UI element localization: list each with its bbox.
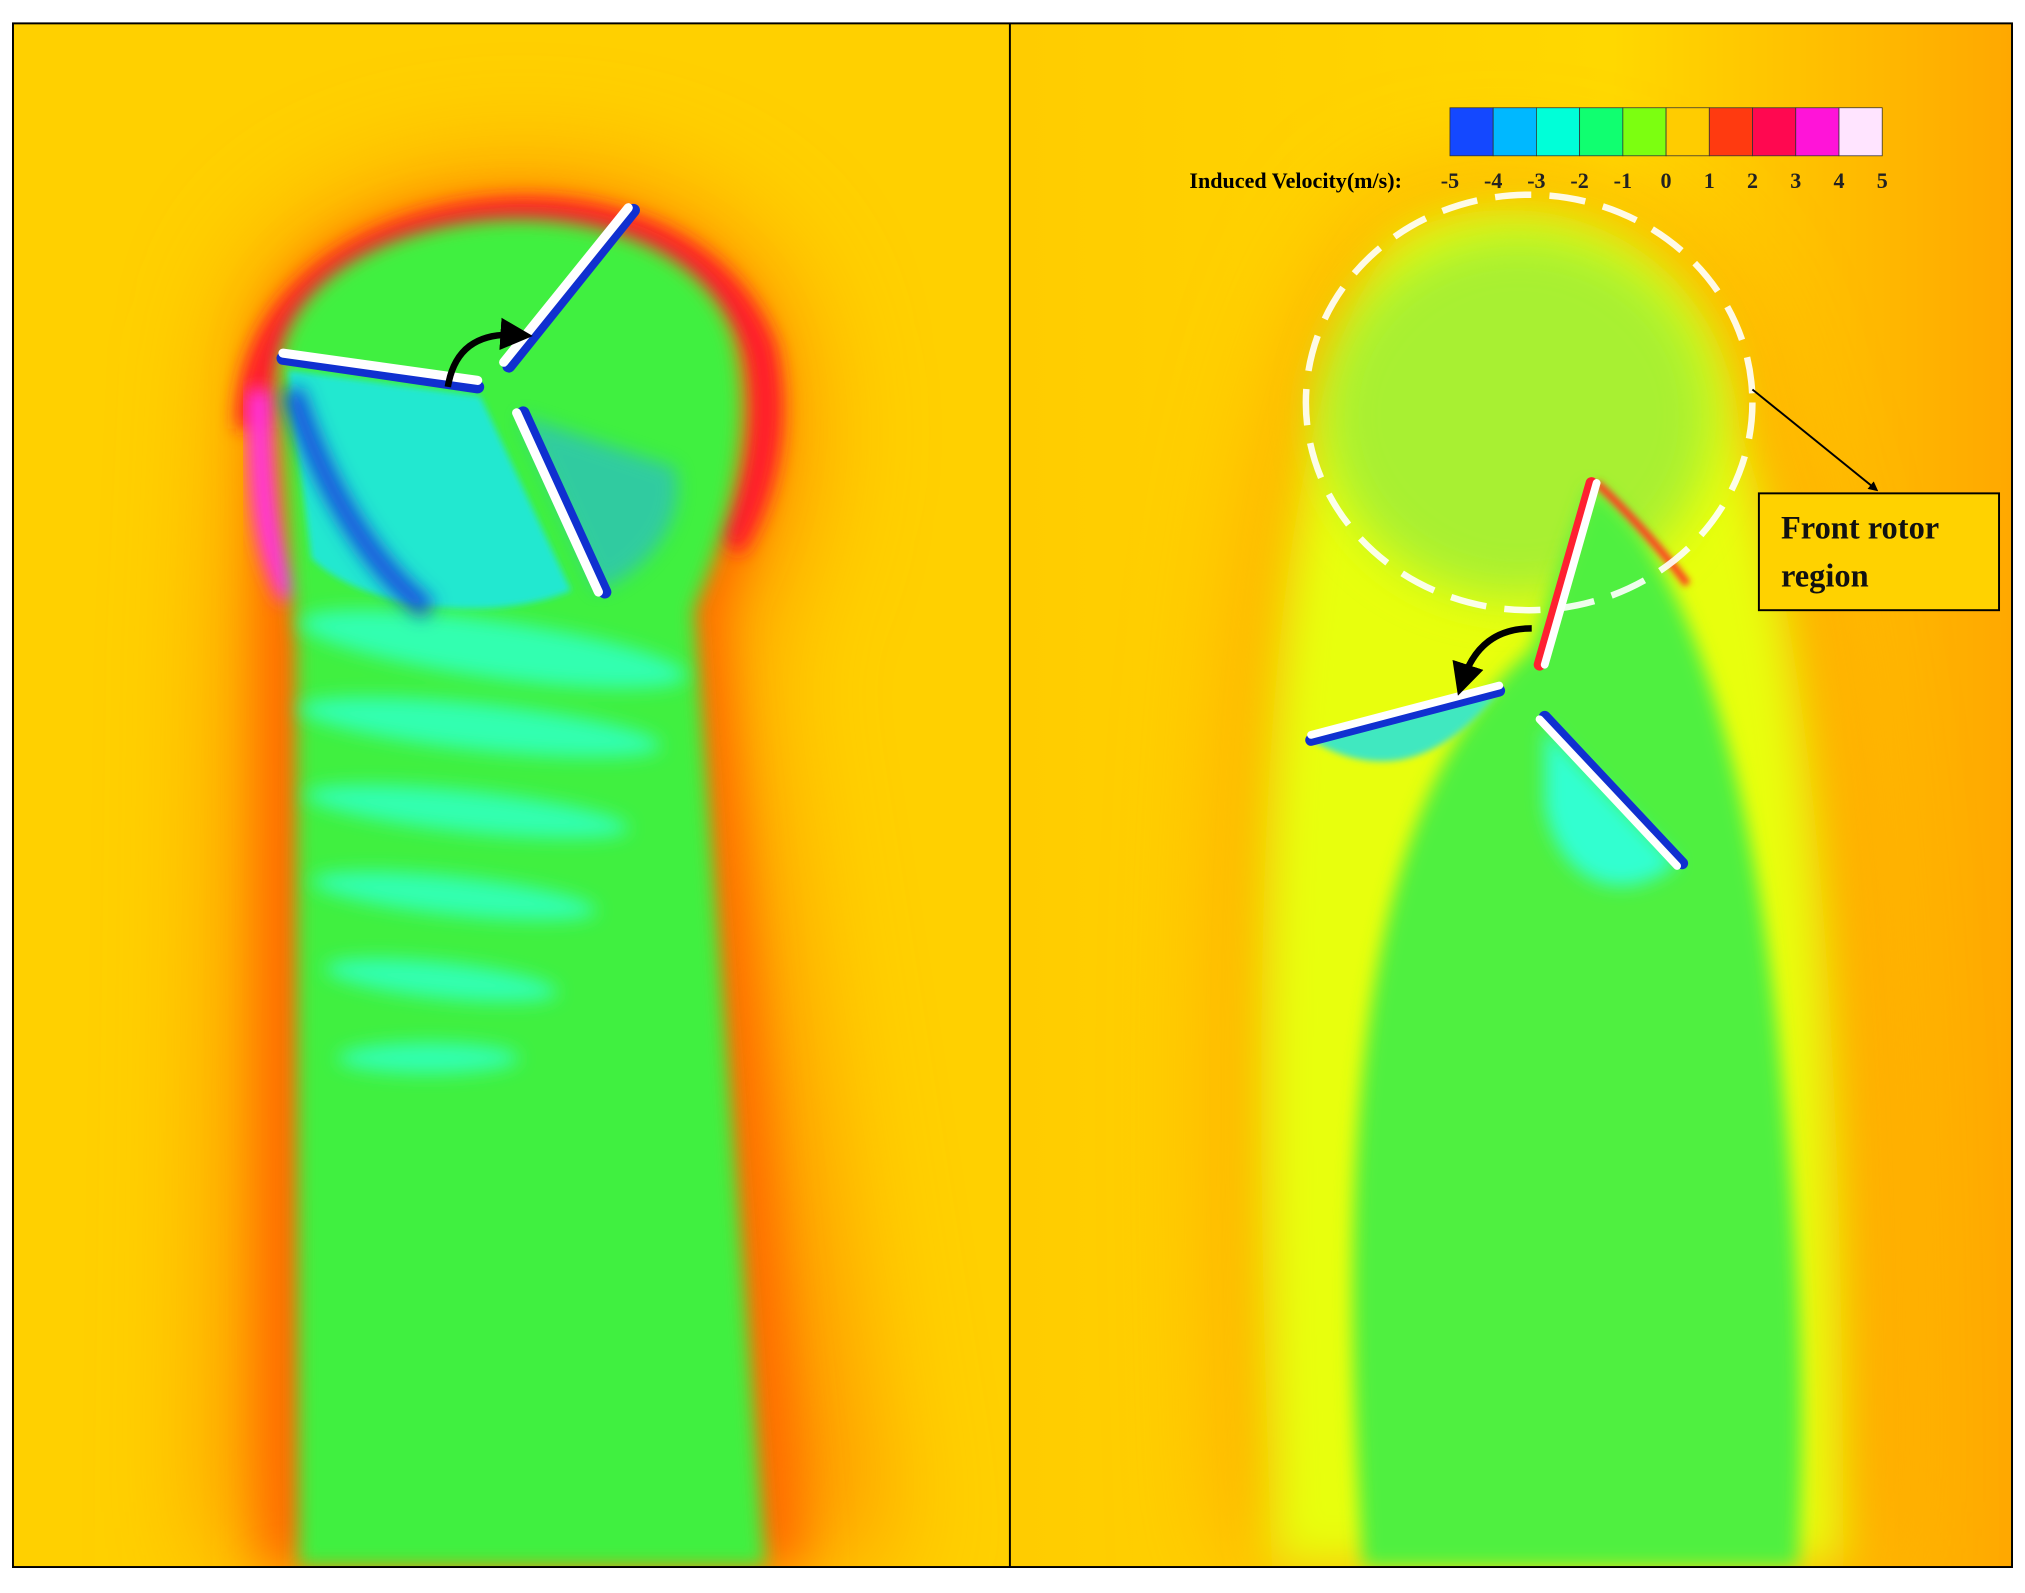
ring (236, 198, 783, 556)
leader-line (1751, 388, 1879, 492)
band (312, 871, 597, 921)
edge (1593, 480, 1691, 587)
blade (516, 406, 612, 599)
colorbar-swatch (1752, 107, 1797, 157)
annotation-box (1757, 492, 2001, 612)
colorbar-tick-label: -5 (1441, 168, 1459, 193)
rotation-arrow (444, 317, 533, 388)
blades (276, 203, 640, 599)
blade (1540, 479, 1601, 669)
band (300, 609, 687, 689)
ring (246, 389, 304, 604)
blade-wake (1544, 727, 1678, 886)
annotation-text: Front rotor (1781, 510, 1939, 546)
colorbar-tick-label: -1 (1614, 168, 1632, 193)
colorbar-swatch (1449, 107, 1494, 157)
blade (1535, 715, 1682, 870)
colorbar-tick-label: -3 (1527, 168, 1545, 193)
colorbar-swatch (1665, 107, 1710, 157)
rotation-arrow (1452, 625, 1532, 696)
colorbar-swatch (1492, 107, 1537, 157)
colorbar-tick-label: -4 (1484, 168, 1502, 193)
colorbar-swatch (1795, 107, 1840, 157)
colorbar-tick-label: 5 (1877, 168, 1888, 193)
front-rotor-circle (1302, 191, 1756, 614)
blade (1538, 710, 1689, 870)
blade (276, 351, 485, 394)
colorbar-tick-label: 1 (1704, 168, 1715, 193)
blade (512, 408, 603, 597)
frame (12, 22, 2013, 1569)
band (337, 1042, 520, 1074)
colorbar-swatch (1536, 107, 1581, 157)
band (299, 697, 662, 758)
right-panel (1009, 23, 2013, 1568)
band (305, 784, 629, 839)
bands (299, 609, 687, 1074)
colorbar-swatch (1579, 107, 1624, 157)
colorbar-tick-label: 0 (1661, 168, 1672, 193)
left-panel (12, 23, 1010, 1568)
colorbar-swatch (1838, 107, 1883, 157)
blade (1305, 684, 1506, 746)
colorbar-swatch (1622, 107, 1667, 157)
blades (1305, 477, 1689, 870)
annotation-text: region (1781, 558, 1869, 594)
blade-wake (282, 386, 435, 619)
colorbar-tick-label: -2 (1570, 168, 1588, 193)
colorbar-tick-label: 4 (1833, 168, 1844, 193)
blade (278, 348, 483, 385)
blade-wake (519, 415, 678, 591)
colorbar-swatch (1708, 107, 1753, 157)
colorbar-tick-label: 2 (1747, 168, 1758, 193)
colorbar-label: Induced Velocity(m/s): (1189, 168, 1401, 193)
plume-core (1352, 486, 1802, 1568)
band (325, 958, 558, 1003)
colorbar-tick-label: 3 (1790, 168, 1801, 193)
blade (1533, 477, 1598, 671)
